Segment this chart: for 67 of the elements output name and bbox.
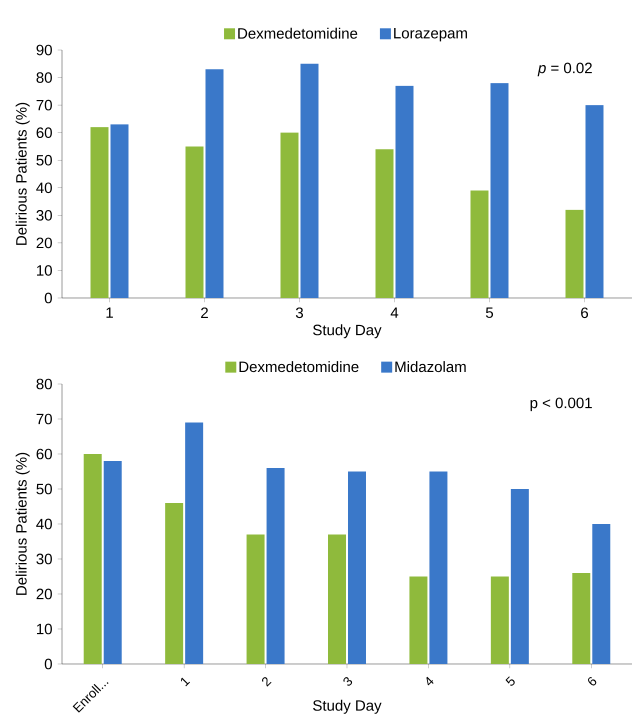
x-tick-label: 6 xyxy=(588,677,596,686)
bar xyxy=(470,190,488,298)
bar xyxy=(266,468,285,664)
legend-label: Dexmedetomidine xyxy=(238,28,358,39)
x-tick-label: 4 xyxy=(390,307,398,318)
y-tick-label: 30 xyxy=(36,210,52,221)
x-tick-label: 2 xyxy=(201,307,208,318)
bar xyxy=(206,69,224,298)
y-tick-label: 0 xyxy=(44,658,52,670)
legend-label: Dexmedetomidine xyxy=(240,361,358,372)
y-tick-label: 50 xyxy=(36,484,52,494)
bar xyxy=(592,524,610,664)
bar xyxy=(110,124,128,298)
x-tick-label: 5 xyxy=(506,676,515,686)
bar xyxy=(328,534,346,664)
x-tick-label: 2 xyxy=(262,677,272,687)
bar xyxy=(565,210,584,298)
x-tick-label: 1 xyxy=(106,307,113,318)
x-tick-label: 4 xyxy=(426,676,434,686)
y-tick-label: 80 xyxy=(36,72,52,83)
y-tick-label: 90 xyxy=(36,44,52,56)
bar xyxy=(104,461,122,664)
y-tick-label: 80 xyxy=(36,378,52,390)
bar xyxy=(246,534,265,664)
x-tick-label: 6 xyxy=(581,307,588,318)
x-axis-title: Study Day xyxy=(313,700,382,714)
x-tick-label: 3 xyxy=(296,307,304,318)
bar xyxy=(490,576,509,664)
bar xyxy=(84,454,102,664)
bar xyxy=(510,489,529,664)
y-tick-label: 40 xyxy=(36,182,52,194)
y-axis-title: Delirious Patients (%) xyxy=(16,102,30,245)
y-tick-label: 20 xyxy=(36,588,52,600)
x-tick-label: 1 xyxy=(180,678,190,686)
x-tick-label: 3 xyxy=(343,677,352,686)
bar xyxy=(300,64,318,298)
y-tick-label: 30 xyxy=(36,554,52,564)
y-tick-label: 10 xyxy=(36,624,52,634)
legend-label: Midazolam xyxy=(395,361,466,372)
y-tick-label: 10 xyxy=(36,265,52,276)
y-axis-title: Delirious Patients (%) xyxy=(16,452,30,595)
bar xyxy=(429,472,448,664)
bar xyxy=(396,86,414,298)
x-axis-title: Study Day xyxy=(313,324,382,338)
bar xyxy=(409,576,428,664)
bar xyxy=(186,146,204,298)
annotation: p = 0.02 xyxy=(538,62,592,76)
bar xyxy=(572,572,590,664)
bar xyxy=(165,503,184,664)
y-tick-label: 40 xyxy=(36,518,52,530)
bar xyxy=(348,472,366,664)
y-tick-label: 50 xyxy=(36,154,52,166)
x-tick-label: 5 xyxy=(486,307,494,318)
legend-label: Lorazepam xyxy=(394,28,467,42)
y-tick-label: 70 xyxy=(36,414,52,424)
y-tick-label: 60 xyxy=(36,448,52,460)
bar xyxy=(280,132,298,298)
y-tick-label: 60 xyxy=(36,127,52,138)
y-tick-label: 20 xyxy=(36,238,52,248)
y-tick-label: 70 xyxy=(36,100,52,110)
y-tick-label: 0 xyxy=(44,292,52,304)
annotation: p < 0.001 xyxy=(530,398,592,412)
bar xyxy=(90,127,108,298)
bar xyxy=(490,83,508,298)
bar xyxy=(376,149,394,298)
bar xyxy=(585,105,604,298)
bar xyxy=(185,422,204,664)
